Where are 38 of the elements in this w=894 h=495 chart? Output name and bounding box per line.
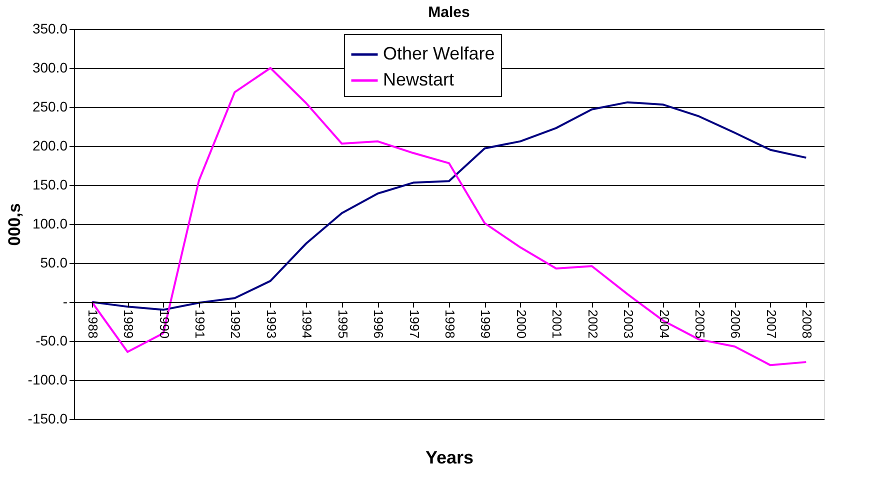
x-tick-label: 2000	[514, 310, 529, 338]
y-tick-label: 300.0	[32, 60, 68, 76]
y-tick-label: 200.0	[32, 138, 68, 154]
y-tick-label: 250.0	[32, 98, 68, 114]
x-tick-label: 1990	[156, 310, 172, 338]
x-tick-label: 1988	[85, 310, 100, 338]
x-tick-label: 2007	[764, 310, 779, 338]
y-tick-label: -	[62, 294, 68, 310]
x-tick-label: 1994	[300, 310, 315, 338]
y-tick-label: -100.0	[28, 372, 68, 388]
y-tick-label: 50.0	[40, 254, 68, 270]
x-tick-label: 1991	[192, 310, 208, 338]
y-axis-title: 000,s	[4, 203, 24, 246]
x-tick-label: 1992	[228, 310, 244, 338]
legend-label: Newstart	[383, 70, 454, 90]
x-tick-label: 2006	[728, 310, 744, 338]
x-tick-label: 2003	[621, 310, 636, 338]
x-axis-title: Years	[425, 448, 474, 468]
x-tick-label: 2008	[800, 310, 815, 338]
y-tick-label: 350.0	[32, 20, 68, 36]
x-tick-label: 1998	[442, 310, 458, 338]
x-tick-label: 2004	[656, 310, 672, 338]
x-tick-label: 1996	[371, 310, 386, 338]
y-tick-label: 100.0	[32, 216, 68, 232]
legend-label: Other Welfare	[383, 44, 495, 64]
x-tick-label: 2002	[585, 310, 600, 338]
x-tick-label: 2001	[550, 310, 565, 338]
y-tick-label: 150.0	[32, 176, 68, 192]
x-tick-label: 1997	[406, 310, 422, 338]
y-tick-label: -150.0	[28, 410, 68, 426]
x-tick-label: 1993	[264, 310, 279, 338]
line-series	[90, 101, 808, 311]
x-tick-label: 2005	[692, 310, 708, 338]
x-tick-label: 1989	[121, 310, 136, 338]
x-tick-label: 1999	[478, 310, 494, 338]
x-tick-label: 1995	[335, 310, 350, 338]
chart-title: Males	[428, 4, 470, 21]
y-tick-label: -50.0	[36, 332, 68, 348]
